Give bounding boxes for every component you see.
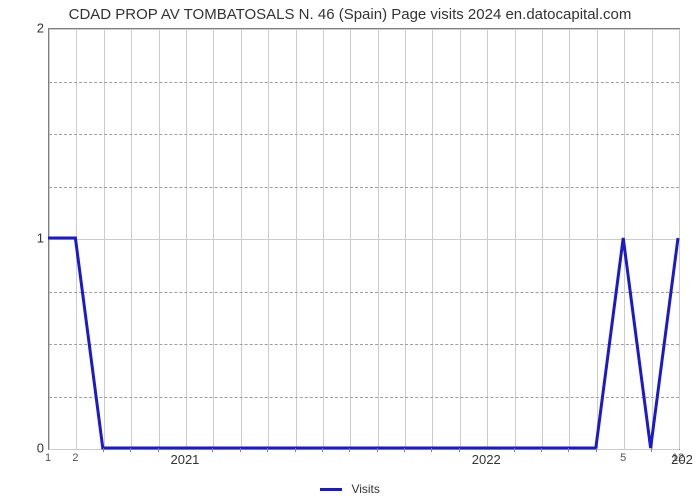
x-tick-mark <box>514 448 515 452</box>
x-tick-mark <box>130 448 131 452</box>
legend-label: Visits <box>351 482 379 496</box>
chart-container: CDAD PROP AV TOMBATOSALS N. 46 (Spain) P… <box>0 0 700 500</box>
x-tick-mark <box>295 448 296 452</box>
y-tick-label: 2 <box>14 21 44 36</box>
y-tick-label: 1 <box>14 231 44 246</box>
x-tick-minor: 5 <box>620 452 626 464</box>
x-tick-mark <box>596 448 597 452</box>
chart-title: CDAD PROP AV TOMBATOSALS N. 46 (Spain) P… <box>0 6 700 23</box>
x-tick-mark <box>212 448 213 452</box>
line-series <box>48 28 678 448</box>
legend-swatch <box>320 488 342 491</box>
x-tick-mark <box>459 448 460 452</box>
x-tick-mark <box>568 448 569 452</box>
x-tick-mark <box>541 448 542 452</box>
x-tick-mark <box>349 448 350 452</box>
x-tick-mark <box>651 448 652 452</box>
x-tick-minor: 2 <box>72 452 78 464</box>
x-tick-mark <box>103 448 104 452</box>
x-tick-major: 202 <box>671 452 693 467</box>
x-tick-mark <box>431 448 432 452</box>
x-tick-mark <box>404 448 405 452</box>
x-tick-minor: 1 <box>45 452 51 464</box>
x-tick-mark <box>322 448 323 452</box>
x-tick-mark <box>158 448 159 452</box>
x-tick-mark <box>267 448 268 452</box>
x-tick-major: 2022 <box>472 452 501 467</box>
x-tick-mark <box>240 448 241 452</box>
y-tick-label: 0 <box>14 441 44 456</box>
x-tick-mark <box>377 448 378 452</box>
x-tick-major: 2021 <box>170 452 199 467</box>
legend: Visits <box>0 482 700 496</box>
